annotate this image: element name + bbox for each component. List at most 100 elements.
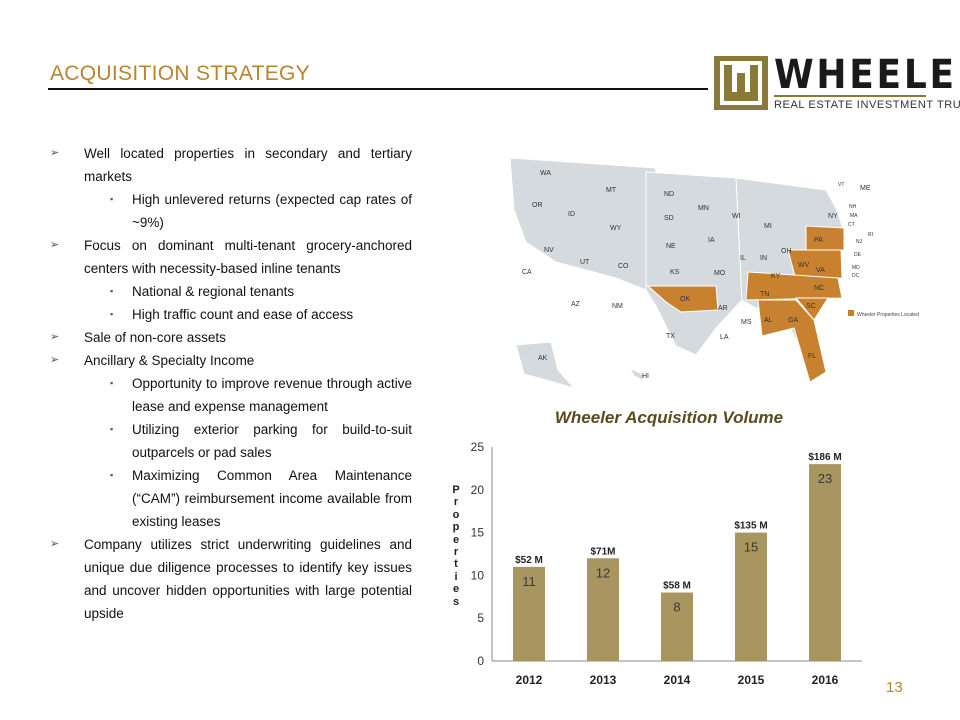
x-tick-label: 2016: [812, 673, 839, 687]
svg-text:NY: NY: [828, 213, 838, 220]
square-bullet-icon: ▪: [110, 309, 114, 319]
svg-text:MS: MS: [741, 319, 752, 326]
arrow-bullet-icon: ➢: [50, 331, 60, 343]
bar-value-label: 11: [522, 574, 536, 589]
svg-text:NH: NH: [849, 204, 857, 210]
bullet-item: ➢ Company utilizes strict underwriting gu…: [50, 533, 412, 625]
sub-bullet-item: ▪ Utilizing exterior parking for build-to…: [50, 418, 412, 464]
svg-text:NE: NE: [666, 243, 676, 250]
map-state-labels: WA OR ID MT WY CA NV UT CO AZ NM ND SD N…: [522, 170, 873, 380]
svg-text:ME: ME: [860, 185, 871, 192]
map-highlighted-states: [646, 225, 845, 383]
logo-subtitle: REAL ESTATE INVESTMENT TRUST: [774, 99, 960, 111]
bullet-text: Opportunity to improve revenue through a…: [132, 376, 412, 414]
svg-text:WV: WV: [798, 262, 810, 269]
svg-text:IN: IN: [760, 255, 767, 262]
x-tick-label: 2013: [590, 673, 617, 687]
bullet-text: Well located properties in secondary and…: [84, 146, 412, 184]
bullet-list: ➢ Well located properties in secondary an…: [50, 142, 412, 625]
sub-bullet-item: ▪ Opportunity to improve revenue through …: [50, 372, 412, 418]
svg-text:CT: CT: [848, 222, 855, 228]
bullet-item: ➢ Ancillary & Specialty Income: [50, 349, 412, 372]
bullet-text: High traffic count and ease of access: [132, 307, 354, 322]
y-tick-label: 15: [471, 526, 485, 540]
svg-text:FL: FL: [808, 353, 816, 360]
svg-text:HI: HI: [642, 373, 649, 380]
bullet-text: Ancillary & Specialty Income: [84, 353, 255, 368]
map-legend-label: Wheeler Properties Located: [857, 312, 919, 318]
bar-value-label: 15: [744, 540, 758, 555]
svg-text:AR: AR: [718, 305, 728, 312]
bar-annotation-label: $135 M: [734, 521, 767, 532]
svg-text:DE: DE: [854, 252, 862, 258]
bar-2016: [809, 464, 841, 661]
arrow-bullet-icon: ➢: [50, 538, 60, 550]
bullet-text: Company utilizes strict underwriting gui…: [84, 537, 412, 621]
svg-text:LA: LA: [720, 334, 729, 341]
state-oh-wv-va: [787, 249, 843, 281]
state-al-ga-fl: [757, 299, 827, 383]
svg-text:SD: SD: [664, 215, 674, 222]
y-tick-label: 0: [477, 654, 484, 668]
x-tick-label: 2014: [664, 673, 691, 687]
us-central-region: [645, 171, 743, 356]
state-ok: [646, 285, 719, 313]
svg-text:MA: MA: [850, 213, 858, 219]
x-tick-label: 2015: [738, 673, 765, 687]
acquisition-volume-chart: 0 5 10 15 20 25 11 $52 M 2012 12 $71M 2013 8 $58 M 201…: [471, 440, 862, 687]
svg-text:MO: MO: [714, 270, 726, 277]
sub-bullet-item: ▪ High traffic count and ease of access: [50, 303, 412, 326]
sub-bullet-item: ▪ National & regional tenants: [50, 280, 412, 303]
svg-text:NJ: NJ: [856, 239, 863, 245]
wheeler-w-logo-icon: [714, 56, 768, 110]
square-bullet-icon: ▪: [110, 194, 114, 204]
page-title: ACQUISITION STRATEGY: [50, 62, 310, 85]
page-number: 13: [886, 679, 903, 696]
bullet-text: Sale of non-core assets: [84, 330, 226, 345]
bar-annotation-label: $52 M: [515, 555, 543, 566]
bullet-text: Maximizing Common Area Maintenance (“CAM…: [132, 468, 412, 529]
svg-text:UT: UT: [580, 259, 590, 266]
arrow-bullet-icon: ➢: [50, 147, 60, 159]
svg-text:ID: ID: [568, 211, 575, 218]
svg-text:OR: OR: [532, 202, 543, 209]
svg-text:TX: TX: [666, 333, 675, 340]
svg-text:SC: SC: [806, 303, 816, 310]
bullet-item: ➢ Well located properties in secondary an…: [50, 142, 412, 188]
square-bullet-icon: ▪: [110, 470, 114, 480]
hawaii-shape: [628, 366, 647, 381]
state-ky-tn-nc: [745, 271, 843, 301]
svg-text:OH: OH: [781, 248, 792, 255]
svg-text:AK: AK: [538, 355, 548, 362]
svg-text:TN: TN: [760, 291, 769, 298]
map-legend-swatch: [848, 310, 854, 316]
svg-text:MD: MD: [852, 265, 860, 271]
svg-text:IA: IA: [708, 237, 715, 244]
title-divider: [48, 88, 708, 90]
alaska-shape: [515, 341, 576, 389]
bullet-text: Utilizing exterior parking for build-to-…: [132, 422, 412, 460]
bar-annotation-label: $71M: [590, 546, 615, 557]
y-axis-label: P r o p e r t i e s: [452, 484, 460, 608]
state-pa: [805, 225, 845, 253]
bar-annotation-label: $186 M: [808, 452, 841, 463]
bullet-text: Focus on dominant multi-tenant grocery-a…: [84, 238, 412, 276]
square-bullet-icon: ▪: [110, 424, 114, 434]
svg-text:DC: DC: [852, 273, 860, 279]
svg-text:CO: CO: [618, 263, 629, 270]
svg-text:NC: NC: [814, 285, 824, 292]
svg-text:VA: VA: [816, 267, 825, 274]
y-tick-label: 20: [471, 483, 485, 497]
bullet-item: ➢ Focus on dominant multi-tenant grocery-…: [50, 234, 412, 280]
square-bullet-icon: ▪: [110, 378, 114, 388]
svg-text:AZ: AZ: [571, 301, 581, 308]
y-tick-label: 25: [471, 440, 485, 454]
sub-bullet-item: ▪ High unlevered returns (expected cap ra…: [50, 188, 412, 234]
x-tick-label: 2012: [516, 673, 543, 687]
state-sc: [794, 297, 829, 321]
svg-text:ND: ND: [664, 191, 674, 198]
bullet-text: High unlevered returns (expected cap rat…: [132, 192, 412, 230]
y-tick-label: 10: [471, 568, 485, 582]
bar-2014: [661, 592, 693, 661]
